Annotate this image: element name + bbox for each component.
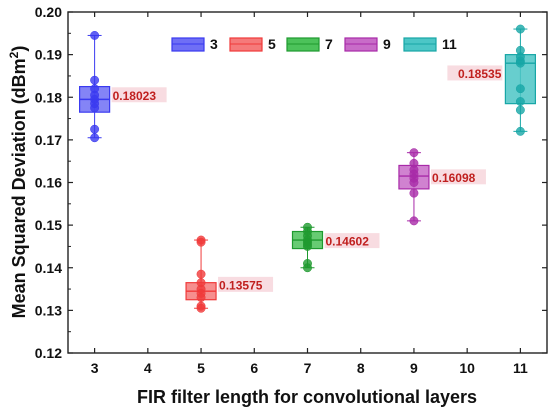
data-point bbox=[409, 216, 419, 226]
mean-label-bg bbox=[447, 65, 503, 81]
series-box-9: 0.16098 bbox=[398, 148, 486, 226]
mean-label: 0.18535 bbox=[458, 67, 502, 81]
x-axis-label: FIR filter length for convolutional laye… bbox=[137, 387, 477, 407]
data-point bbox=[196, 269, 206, 279]
data-point bbox=[515, 97, 525, 106]
x-tick-label: 6 bbox=[250, 360, 258, 376]
y-tick-label: 0.14 bbox=[35, 260, 62, 276]
mean-label: 0.13575 bbox=[219, 278, 263, 292]
data-point bbox=[196, 293, 206, 303]
x-tick-label: 11 bbox=[513, 360, 528, 376]
y-tick-label: 0.18 bbox=[35, 89, 62, 105]
legend-item-9: 9 bbox=[344, 36, 391, 52]
data-point bbox=[303, 263, 312, 273]
data-point bbox=[409, 148, 419, 158]
data-point bbox=[196, 237, 206, 247]
y-tick-label: 0.17 bbox=[35, 132, 62, 148]
data-point bbox=[90, 124, 100, 134]
y-tick-label: 0.20 bbox=[35, 4, 62, 20]
legend-item-5: 5 bbox=[229, 36, 276, 52]
y-axis-label-superscript: 2 bbox=[7, 51, 21, 58]
legend-item-7: 7 bbox=[286, 36, 333, 52]
legend-label: 7 bbox=[325, 36, 333, 52]
y-tick-label: 0.12 bbox=[35, 345, 62, 361]
mean-label: 0.14602 bbox=[326, 235, 370, 249]
x-tick-label: 8 bbox=[357, 360, 365, 376]
legend-item-3: 3 bbox=[171, 36, 218, 52]
data-point bbox=[90, 133, 100, 143]
x-axis: 3 4 5 6 7 8 9 10 11 bbox=[91, 12, 528, 376]
data-point bbox=[515, 126, 525, 136]
y-axis-label: Mean Squared Deviation (dBm2) bbox=[7, 46, 29, 319]
data-point bbox=[90, 30, 100, 40]
series-box-3: 0.18023 bbox=[79, 30, 167, 143]
x-tick-label: 4 bbox=[144, 360, 152, 376]
data-point bbox=[515, 24, 525, 34]
legend-item-11: 11 bbox=[403, 36, 457, 52]
y-axis: 0.12 0.13 0.14 0.15 0.16 0.17 0.18 0.19 0.20 bbox=[35, 4, 547, 361]
x-tick-label: 9 bbox=[410, 360, 418, 376]
x-tick-label: 7 bbox=[304, 360, 312, 376]
legend: 3 5 7 9 11 bbox=[171, 36, 457, 52]
data-point bbox=[515, 105, 525, 115]
y-tick-label: 0.15 bbox=[35, 217, 62, 233]
data-point bbox=[409, 188, 419, 198]
y-tick-label: 0.19 bbox=[35, 47, 62, 63]
data-point bbox=[409, 178, 419, 187]
data-point bbox=[90, 103, 100, 113]
mean-label: 0.16098 bbox=[432, 171, 476, 185]
series-box-7: 0.14602 bbox=[291, 222, 380, 273]
data-point bbox=[515, 58, 525, 68]
data-point bbox=[303, 241, 312, 251]
data-point bbox=[90, 75, 100, 85]
y-tick-label: 0.16 bbox=[35, 175, 62, 191]
y-axis-label-main: Mean Squared Deviation (dBm bbox=[9, 58, 29, 318]
series-box-5: 0.13575 bbox=[185, 235, 274, 313]
series-box-11: 0.18535 bbox=[447, 24, 536, 136]
y-tick-label: 0.13 bbox=[35, 302, 62, 318]
series-group: 0.18023 0.13575 0.14602 0.16098 0.18535 bbox=[79, 24, 536, 313]
x-tick-label: 3 bbox=[91, 360, 99, 376]
mean-label-bg bbox=[430, 169, 486, 185]
mean-label-bg bbox=[218, 276, 274, 292]
mean-label-bg bbox=[324, 233, 380, 249]
legend-label: 11 bbox=[442, 36, 457, 52]
legend-label: 9 bbox=[383, 36, 391, 52]
legend-label: 5 bbox=[268, 36, 276, 52]
mean-label-bg bbox=[111, 87, 167, 103]
mean-label: 0.18023 bbox=[113, 89, 157, 103]
y-axis-label-close: ) bbox=[9, 46, 29, 52]
data-point bbox=[515, 84, 525, 94]
legend-label: 3 bbox=[210, 36, 218, 52]
x-tick-label: 10 bbox=[459, 360, 475, 376]
data-point bbox=[196, 303, 206, 313]
x-tick-label: 5 bbox=[197, 360, 205, 376]
